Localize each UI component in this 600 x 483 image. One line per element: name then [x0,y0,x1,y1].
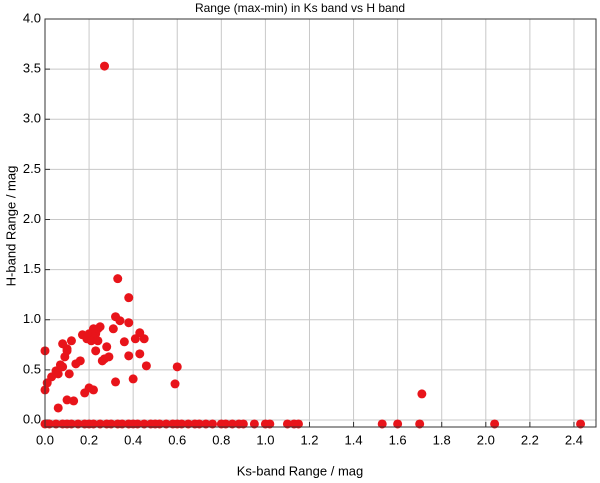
point [106,419,116,429]
point [124,318,134,328]
point [88,419,98,429]
y-tick-label: 1.5 [23,261,41,276]
point [221,419,231,429]
point [58,362,68,372]
point [119,337,129,347]
point [128,374,138,384]
point [124,351,134,361]
point [172,362,182,372]
point [53,403,63,413]
x-tick-label: 2.2 [521,432,539,447]
point [86,336,96,346]
point [393,419,403,429]
point [130,334,140,344]
point [238,419,248,429]
point [490,419,500,429]
y-tick-label: 4.0 [23,10,41,25]
point [100,61,110,71]
x-tick-label: 2.0 [477,432,495,447]
point [227,419,237,429]
plot-frame [44,18,597,428]
point [201,419,211,429]
point [377,419,387,429]
point [415,419,425,429]
y-tick-label: 3.5 [23,61,41,76]
point [104,352,114,362]
point [249,419,259,429]
point [139,419,149,429]
point [88,324,98,334]
x-tick-label: 1.0 [256,432,274,447]
point [73,419,83,429]
y-tick-label: 3.0 [23,111,41,126]
point [62,346,72,356]
point [111,377,121,387]
point [576,419,586,429]
x-tick-label: 1.4 [345,432,363,447]
x-tick-label: 1.8 [433,432,451,447]
x-tick-label: 0.0 [36,432,54,447]
x-tick-label: 2.4 [565,432,583,447]
point [133,419,143,429]
point [62,395,72,405]
x-tick-label: 0.2 [80,432,98,447]
point [177,419,187,429]
point [139,334,149,344]
point [161,419,171,429]
y-tick-label: 0.5 [23,361,41,376]
point [113,274,123,284]
point [69,396,79,406]
point [194,419,204,429]
y-axis-label: H-band Range / mag [3,166,18,287]
point [115,316,125,326]
x-tick-label: 1.2 [300,432,318,447]
point [66,336,76,346]
point [293,419,303,429]
point [141,361,151,371]
point [91,346,101,356]
points [40,61,586,429]
point [53,369,63,379]
y-tick-label: 0.0 [23,411,41,426]
x-axis-label: Ks-band Range / mag [237,463,363,478]
point [170,379,180,389]
point [265,419,275,429]
x-tick-label: 0.8 [212,432,230,447]
grid [44,18,596,427]
x-tick-label: 0.4 [124,432,142,447]
point [155,419,165,429]
point [95,419,105,429]
x-tick-label: 0.6 [168,432,186,447]
y-tick-label: 1.0 [23,311,41,326]
point [117,419,127,429]
point [44,419,54,429]
point [135,349,145,359]
point [80,388,90,398]
point [93,336,103,346]
point [183,419,193,429]
chart-title: Range (max-min) in Ks band vs H band [195,1,405,15]
point [88,385,98,395]
y-tick-label: 2.0 [23,211,41,226]
point [417,389,427,399]
point [64,369,74,379]
point [108,324,118,334]
point [102,342,112,352]
point [124,293,134,303]
x-tick-label: 1.6 [389,432,407,447]
point [66,419,76,429]
point [75,356,85,366]
y-tick-label: 2.5 [23,161,41,176]
point [51,419,61,429]
point [208,419,218,429]
point [58,339,68,349]
point [282,419,292,429]
